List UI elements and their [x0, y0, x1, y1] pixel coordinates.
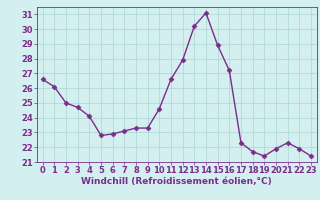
X-axis label: Windchill (Refroidissement éolien,°C): Windchill (Refroidissement éolien,°C) [81, 177, 272, 186]
